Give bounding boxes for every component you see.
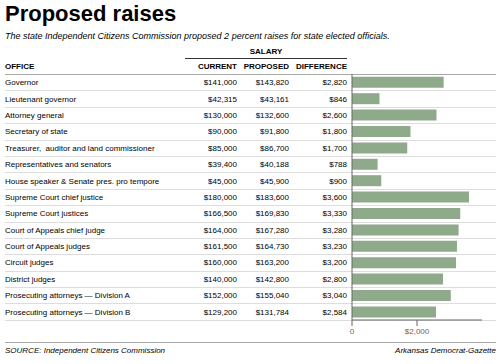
- html-text:Treasurer, auditor and land co: Treasurer, auditor and land commissioner: [5, 143, 155, 153]
- html-text:Secretary of state: Secretary of state: [5, 127, 68, 137]
- html-text:$132,600: $132,600: [255, 111, 289, 120]
- html-text:$45,000: $45,000: [208, 176, 237, 186]
- html-text:$788: $788: [329, 160, 347, 170]
- html-text:Supreme Court justices: Supreme Court justices: [5, 209, 89, 219]
- html-text:$91,800: $91,800: [260, 127, 289, 137]
- html-text:$2,584: $2,584: [322, 307, 347, 317]
- html-text:Representatives and senators: Representatives and senators: [5, 160, 112, 170]
- html-text:$1,800: $1,800: [322, 127, 347, 137]
- html-text:Circuit judges: Circuit judges: [5, 258, 54, 268]
- html-text:$3,200: $3,200: [322, 258, 347, 268]
- html-text:$167,280: $167,280: [255, 225, 289, 235]
- html-text:$142,800: $142,800: [255, 274, 289, 284]
- html-text:$40,188: $40,188: [260, 160, 289, 170]
- html-text:DIFFERENCE: DIFFERENCE: [295, 62, 347, 71]
- html-text:Governor: Governor: [5, 78, 39, 88]
- html-text:$86,700: $86,700: [260, 143, 289, 153]
- html-text:$161,500: $161,500: [203, 242, 237, 252]
- svg-text:$2,000: $2,000: [405, 327, 430, 336]
- html-text:$160,000: $160,000: [203, 258, 237, 268]
- html-text:$140,000: $140,000: [203, 274, 237, 284]
- html-text:$85,000: $85,000: [208, 143, 237, 153]
- html-text:Proposed raises: Proposed raises: [5, 1, 177, 26]
- html-text:CURRENT: CURRENT: [197, 62, 237, 71]
- html-text:$2,820: $2,820: [322, 78, 347, 88]
- svg-text:0: 0: [350, 327, 355, 336]
- html-text:$180,000: $180,000: [203, 192, 237, 202]
- html-text:Court of Appeals chief judge: Court of Appeals chief judge: [5, 225, 106, 235]
- html-text:Arkansas Democrat-Gazette: Arkansas Democrat-Gazette: [395, 346, 496, 355]
- html-text:$143,820: $143,820: [255, 78, 289, 88]
- html-text:$169,830: $169,830: [255, 209, 289, 219]
- html-text:$42,315: $42,315: [208, 94, 237, 104]
- html-text:Supreme Court chief justice: Supreme Court chief justice: [5, 192, 104, 202]
- html-text:$163,200: $163,200: [255, 258, 289, 268]
- html-text:$131,784: $131,784: [255, 307, 289, 317]
- html-text:Prosecuting attorneys — Divisi: Prosecuting attorneys — Division B: [5, 307, 131, 317]
- html-text:$3,280: $3,280: [322, 225, 347, 235]
- html-text:The state Independent Citizens: The state Independent Citizens Commissio…: [5, 31, 390, 41]
- html-text:$155,040: $155,040: [255, 291, 289, 301]
- html-text:$152,000: $152,000: [203, 291, 237, 301]
- html-text:$2,800: $2,800: [322, 274, 347, 284]
- html-text:$900: $900: [329, 176, 347, 186]
- html-text:$164,730: $164,730: [255, 242, 289, 252]
- html-text:Lieutenant governor: Lieutenant governor: [5, 94, 77, 104]
- html-text:SOURCE: Independent Citizens C: SOURCE: Independent Citizens Commission: [5, 346, 166, 355]
- html-text:$1,700: $1,700: [322, 143, 347, 153]
- html-text:$846: $846: [329, 94, 347, 104]
- html-text:$3,230: $3,230: [322, 242, 347, 252]
- html-text:SALARY: SALARY: [249, 47, 283, 56]
- html-text:$2,600: $2,600: [322, 111, 347, 120]
- html-text:District judges: District judges: [5, 274, 56, 284]
- html-text:$183,600: $183,600: [255, 192, 289, 202]
- html-text:$166,500: $166,500: [203, 209, 237, 219]
- html-text:$43,161: $43,161: [260, 94, 289, 104]
- html-text:$3,040: $3,040: [322, 291, 347, 301]
- html-text:OFFICE: OFFICE: [5, 62, 35, 71]
- html-text:PROPOSED: PROPOSED: [243, 62, 289, 71]
- html-text:$3,600: $3,600: [322, 192, 347, 202]
- html-text:$3,330: $3,330: [322, 209, 347, 219]
- html-text:$90,000: $90,000: [208, 127, 237, 137]
- html-text:$164,000: $164,000: [203, 225, 237, 235]
- html-text:Prosecuting attorneys — Divisi: Prosecuting attorneys — Division A: [5, 291, 130, 301]
- html-text:$130,000: $130,000: [203, 111, 237, 120]
- html-text:$141,000: $141,000: [203, 78, 237, 88]
- html-text:$39,400: $39,400: [208, 160, 237, 170]
- html-text:Court of Appeals judges: Court of Appeals judges: [5, 242, 90, 252]
- html-text:House speaker & Senate pres. p: House speaker & Senate pres. pro tempore: [5, 176, 160, 186]
- html-text:$45,900: $45,900: [260, 176, 289, 186]
- html-text:Attorney general: Attorney general: [5, 111, 64, 120]
- html-text:$129,200: $129,200: [203, 307, 237, 317]
